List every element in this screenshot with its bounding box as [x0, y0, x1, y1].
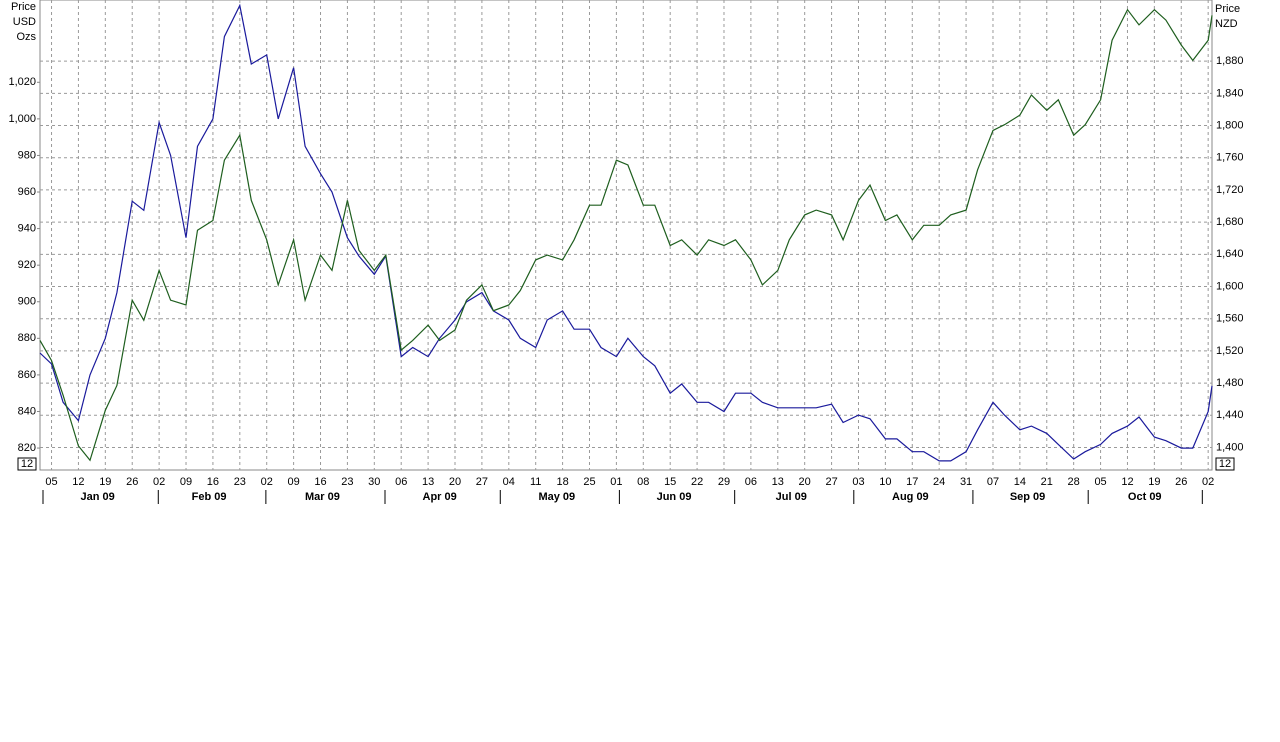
- x-tick-label: 19: [99, 476, 111, 488]
- month-label: Aug 09: [892, 491, 929, 503]
- x-tick-label: 24: [933, 476, 945, 488]
- month-label: Jun 09: [657, 491, 692, 503]
- y2-tick-label: 1,400: [1216, 441, 1244, 453]
- y2-tick-label: 1,560: [1216, 313, 1244, 325]
- x-tick-label: 06: [395, 476, 407, 488]
- y2-tick-label: 1,480: [1216, 377, 1244, 389]
- x-tick-label: 05: [45, 476, 57, 488]
- x-tick-label: 09: [287, 476, 299, 488]
- y-axis-label: USD: [13, 16, 36, 28]
- x-tick-label: 19: [1148, 476, 1160, 488]
- x-tick-label: 27: [825, 476, 837, 488]
- x-tick-label: 10: [879, 476, 891, 488]
- y2-tick-label: 1,640: [1216, 248, 1244, 260]
- x-tick-label: 30: [368, 476, 380, 488]
- x-tick-label: 31: [960, 476, 972, 488]
- x-tick-label: 15: [664, 476, 676, 488]
- y2-tick-label: 1,880: [1216, 55, 1244, 67]
- x-tick-label: 26: [126, 476, 138, 488]
- corner-label: 12: [1219, 458, 1231, 470]
- y-tick-label: 940: [18, 223, 36, 235]
- y2-tick-label: 1,680: [1216, 216, 1244, 228]
- y2-axis-label: Price: [1215, 3, 1240, 15]
- month-label: Jul 09: [776, 491, 807, 503]
- y-tick-label: 960: [18, 186, 36, 198]
- x-tick-label: 08: [637, 476, 649, 488]
- x-tick-label: 16: [314, 476, 326, 488]
- x-tick-label: 02: [1202, 476, 1214, 488]
- x-tick-label: 07: [987, 476, 999, 488]
- y2-tick-label: 1,760: [1216, 152, 1244, 164]
- x-tick-label: 23: [234, 476, 246, 488]
- x-tick-label: 09: [180, 476, 192, 488]
- x-tick-label: 11: [530, 476, 541, 488]
- x-tick-label: 23: [341, 476, 353, 488]
- x-tick-label: 28: [1068, 476, 1080, 488]
- x-tick-label: 01: [610, 476, 622, 488]
- y-tick-label: 840: [18, 405, 36, 417]
- y2-tick-label: 1,520: [1216, 345, 1244, 357]
- x-tick-label: 14: [1014, 476, 1026, 488]
- y-tick-label: 1,000: [8, 113, 36, 125]
- x-tick-label: 26: [1175, 476, 1187, 488]
- line-series: [39, 3, 1213, 462]
- x-tick-label: 12: [1121, 476, 1133, 488]
- x-tick-label: 21: [1041, 476, 1053, 488]
- y2-tick-label: 1,720: [1216, 184, 1244, 196]
- corner-label: 12: [21, 458, 33, 470]
- plot-frame: [39, 0, 1213, 471]
- x-tick-label: 22: [691, 476, 703, 488]
- y2-axis-label: NZD: [1215, 18, 1238, 30]
- month-label: Apr 09: [423, 491, 457, 503]
- month-label: Oct 09: [1128, 491, 1162, 503]
- y-tick-label: 900: [18, 296, 36, 308]
- y-tick-label: 1,020: [8, 76, 36, 88]
- x-tick-label: 25: [583, 476, 595, 488]
- x-tick-label: 13: [772, 476, 784, 488]
- x-tick-label: 16: [207, 476, 219, 488]
- x-tick-label: 17: [906, 476, 918, 488]
- month-label: May 09: [538, 491, 575, 503]
- x-tick-label: 03: [852, 476, 864, 488]
- y-axis-label: Price: [11, 1, 36, 13]
- y2-tick-label: 1,800: [1216, 119, 1244, 131]
- month-label: Sep 09: [1010, 491, 1045, 503]
- x-tick-label: 02: [153, 476, 165, 488]
- x-tick-label: 12: [72, 476, 84, 488]
- x-tick-label: 06: [745, 476, 757, 488]
- y-tick-label: 860: [18, 369, 36, 381]
- x-tick-label: 13: [422, 476, 434, 488]
- x-tick-label: 20: [799, 476, 811, 488]
- y2-tick-label: 1,440: [1216, 409, 1244, 421]
- y-tick-label: 980: [18, 149, 36, 161]
- month-label: Jan 09: [81, 491, 115, 503]
- y-tick-label: 880: [18, 332, 36, 344]
- x-tick-label: 29: [718, 476, 730, 488]
- x-tick-label: 20: [449, 476, 461, 488]
- x-tick-label: 04: [503, 476, 515, 488]
- line-series: [39, 8, 1213, 462]
- y2-tick-label: 1,600: [1216, 280, 1244, 292]
- y-tick-label: 920: [18, 259, 36, 271]
- month-label: Mar 09: [305, 491, 340, 503]
- x-tick-label: 02: [261, 476, 273, 488]
- corner-box: [1215, 457, 1235, 471]
- y-axis-label: Ozs: [16, 31, 36, 43]
- x-tick-label: 18: [556, 476, 568, 488]
- x-tick-label: 05: [1094, 476, 1106, 488]
- y-tick-label: 820: [18, 442, 36, 454]
- x-tick-label: 27: [476, 476, 488, 488]
- corner-box: [17, 457, 37, 471]
- y2-tick-label: 1,840: [1216, 87, 1244, 99]
- month-label: Feb 09: [192, 491, 227, 503]
